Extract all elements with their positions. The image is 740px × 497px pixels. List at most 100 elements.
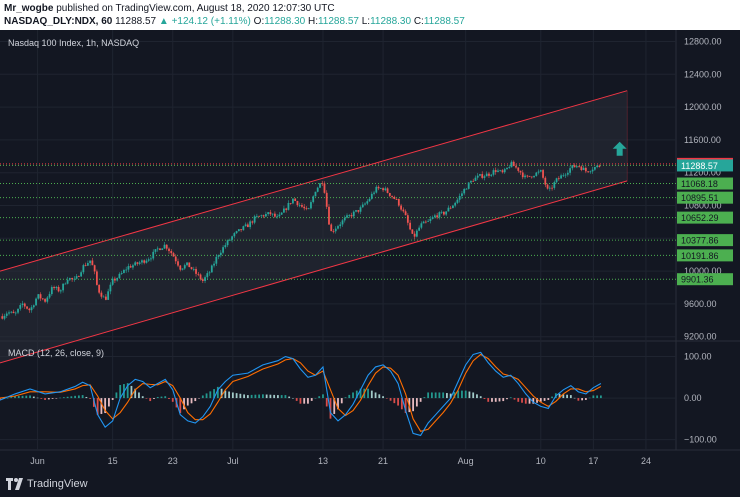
candle-body — [125, 269, 128, 271]
candle-body — [566, 172, 569, 175]
candle-body — [467, 182, 470, 189]
candle-body — [553, 182, 556, 188]
price-tag-label: 11288.57 — [681, 161, 718, 171]
candle-body — [438, 212, 441, 218]
time-tick-label: 23 — [168, 456, 178, 466]
candle-body — [506, 167, 508, 170]
candle-body — [127, 266, 130, 270]
candle-body — [454, 202, 457, 206]
candle-body — [364, 203, 366, 205]
macd-axis[interactable]: 100.00 0.00 −100.00 — [684, 352, 717, 445]
candle-body — [114, 278, 116, 281]
author-name[interactable]: Mr_wogbe — [4, 3, 54, 14]
macd-histogram-bar — [40, 398, 43, 399]
channel-lower-line[interactable] — [0, 180, 628, 364]
candle-body — [517, 167, 520, 171]
price-tag-label: 10895.51 — [681, 193, 719, 203]
candle-body — [222, 247, 224, 253]
time-tick-label: Aug — [458, 456, 474, 466]
macd-histogram-bar — [77, 395, 80, 399]
macd-histogram-bar — [21, 395, 24, 399]
macd-histogram-bar — [592, 395, 595, 399]
candle-body — [12, 311, 15, 314]
candle-body — [141, 260, 143, 263]
candle-body — [415, 230, 418, 237]
candle-body — [447, 207, 450, 212]
candle-body — [406, 215, 409, 223]
candle-body — [548, 187, 551, 189]
candle-body — [28, 308, 31, 311]
price-tick-label: 11200.00 — [684, 168, 721, 178]
macd-histogram-bar — [44, 398, 46, 400]
candle-body — [530, 176, 533, 178]
channel-fill — [0, 90, 628, 363]
candle-body — [361, 204, 364, 208]
quote-line: NASDAQ_DLY:NDX, 60 11288.57 ▲ +124.12 (+… — [4, 16, 465, 28]
candle-body — [217, 255, 220, 257]
macd-histogram-bar — [494, 398, 497, 402]
high-label: H: — [307, 16, 318, 27]
candle-body — [249, 221, 252, 228]
macd-histogram-bar — [171, 398, 174, 402]
candle-body — [307, 208, 310, 210]
arrow-up-annotation[interactable] — [612, 141, 627, 156]
candle-body — [289, 203, 292, 204]
ascending-channel[interactable] — [0, 90, 628, 364]
candle-body — [490, 174, 493, 176]
candle-body — [528, 175, 531, 177]
candle-body — [154, 249, 157, 252]
macd-histogram-bar — [337, 398, 339, 410]
candle-body — [312, 196, 315, 203]
macd-histogram-bar — [476, 394, 478, 399]
candle-body — [145, 260, 148, 263]
candle-body — [422, 221, 425, 224]
candle-body — [80, 272, 83, 277]
macd-histogram-bar — [344, 397, 347, 399]
time-tick-label: Jun — [30, 456, 45, 466]
candle-body — [190, 267, 193, 270]
macd-histogram-bar — [104, 398, 107, 414]
candle-body — [156, 248, 159, 250]
candle-body — [192, 269, 195, 270]
macd-histogram-bar — [532, 398, 535, 404]
price-change: ▲ +124.12 (+1.11%) — [158, 16, 251, 27]
macd-histogram-bar — [509, 397, 512, 399]
macd-histogram-bar — [423, 397, 426, 399]
candle-body — [298, 205, 301, 206]
time-axis[interactable]: Jun 15 23 Jul 13 21 Aug 10 17 24 — [30, 456, 651, 466]
candle-body — [240, 229, 243, 231]
candle-body — [366, 201, 369, 204]
macd-histogram-bar — [62, 397, 65, 399]
candle-body — [373, 192, 375, 194]
macd-histogram-bar — [160, 396, 163, 399]
candle-body — [177, 261, 179, 266]
time-tick-label: 15 — [108, 456, 118, 466]
candle-body — [476, 175, 479, 178]
price-tag-bg — [677, 159, 733, 172]
low-value: 11288.30 — [370, 16, 412, 27]
candle-body — [55, 286, 58, 289]
macd-histogram-bar — [96, 398, 99, 415]
candle-body — [208, 272, 211, 274]
candle-body — [546, 184, 549, 189]
tradingview-logo-icon[interactable] — [6, 477, 24, 491]
candle-body — [267, 212, 270, 215]
candle-body — [301, 205, 303, 207]
macd-histogram-bar — [179, 398, 182, 414]
candle-body — [515, 166, 517, 168]
candle-body — [163, 244, 166, 249]
macd-histogram-bar — [573, 397, 576, 399]
macd-histogram-bar — [156, 396, 159, 399]
macd-histogram-bar — [359, 388, 362, 399]
chart-canvas[interactable]: 9200.009600.0010000.0010400.0010800.0011… — [0, 30, 740, 470]
tradingview-brand[interactable]: TradingView — [27, 478, 88, 490]
candle-body — [161, 248, 164, 251]
macd-histogram-bar — [333, 398, 336, 414]
candle-body — [39, 294, 42, 299]
macd-series — [0, 351, 602, 437]
channel-upper-line[interactable] — [0, 90, 628, 272]
candle-body — [186, 262, 188, 266]
arrow-up-icon[interactable] — [612, 141, 627, 156]
candle-body — [204, 277, 206, 281]
low-label: L: — [361, 16, 371, 27]
